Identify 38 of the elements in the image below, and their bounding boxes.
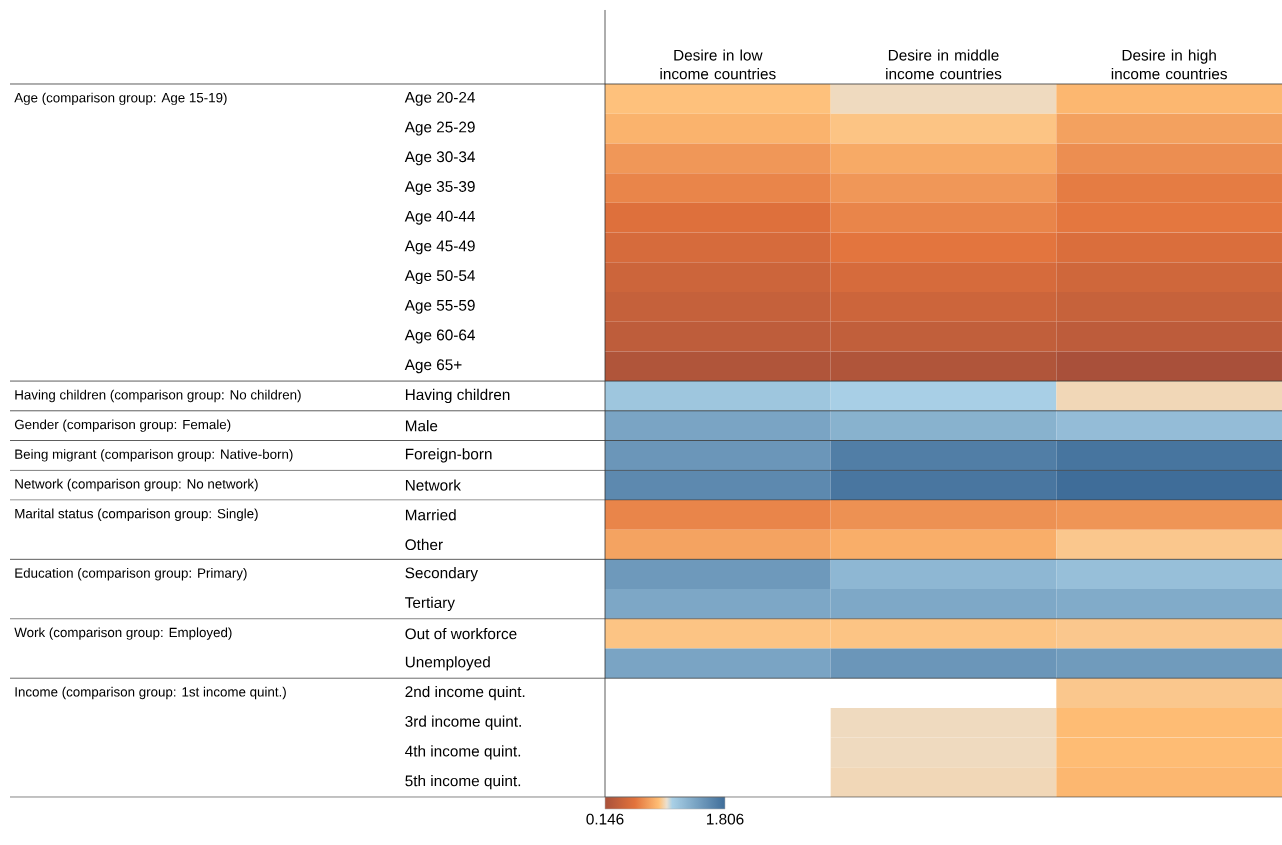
y-tick-label: Age 25-29 [404, 121, 475, 136]
y-tick-label: 3rd income quint. [405, 715, 521, 730]
x-tick-label: Desire in middle income countries [886, 49, 1002, 80]
y-tick-label: Age 45-49 [404, 240, 475, 255]
y2-tick-label: Having children (comparison group: No children) [15, 389, 301, 403]
y-tick-label: Age 50-54 [404, 270, 475, 285]
y-tick-label: Having children [405, 388, 510, 404]
color-bar-label: 0.146 [586, 813, 624, 825]
y-tick-label: Unemployed [405, 656, 490, 671]
y2-tick-label: Being migrant (comparison group: Native-born) [15, 449, 293, 462]
y2-tick-label: Network (comparison group: No network) [15, 478, 258, 492]
y-tick-label: Age 40-44 [404, 210, 475, 225]
y2-tick-label: Age (comparison group: Age 15-19) [14, 92, 227, 106]
y2-tick-label: Work (comparison group: Employed) [14, 627, 232, 640]
x-tick-label: Desire in high income countries [1111, 49, 1227, 80]
y-tick-label: Tertiary [405, 596, 455, 612]
y-tick-label: Out of workforce [405, 627, 517, 640]
y-tick-label: 2nd income quint. [405, 685, 525, 701]
y2-tick-label: Income (comparison group: 1st income quint.) [15, 686, 286, 700]
y-tick-label: Age 35-39 [404, 181, 475, 195]
y2-tick-label: Gender (comparison group: Female) [14, 419, 231, 432]
y-tick-label: Age 60-64 [404, 329, 475, 344]
color-bar-label: 1.806 [706, 813, 744, 825]
y-tick-label: Age 30-34 [404, 151, 475, 166]
y-tick-label: Age 65+ [404, 359, 462, 374]
y-tick-label: Secondary [405, 567, 478, 582]
y-tick-label: Age 55-59 [404, 299, 475, 314]
y-tick-label: 4th income quint. [405, 745, 521, 760]
y-tick-label: Age 20-24 [404, 91, 475, 106]
y-tick-label: Foreign-born [405, 448, 492, 463]
y2-tick-label: Marital status (comparison group: Single) [15, 508, 258, 521]
y-tick-label: 5th income quint. [405, 775, 521, 790]
y-tick-label: Other [405, 538, 443, 551]
x-tick-label: Desire in low income countries [660, 49, 776, 80]
y-tick-label: Married [405, 509, 456, 521]
y2-tick-label: Education (comparison group: Primary) [15, 567, 247, 581]
y-tick-label: Male [405, 420, 438, 432]
y-tick-label: Network [405, 479, 461, 491]
